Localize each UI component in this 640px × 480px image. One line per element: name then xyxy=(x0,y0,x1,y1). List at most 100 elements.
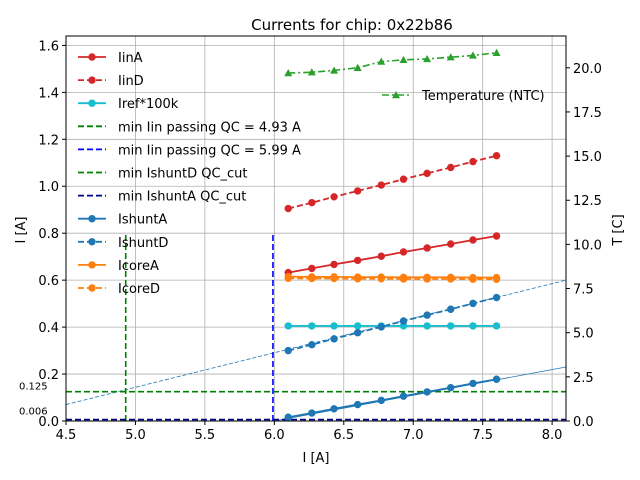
data-point xyxy=(492,275,501,283)
legend-marker xyxy=(392,91,400,99)
y2-tick-label: 12.5 xyxy=(573,194,602,209)
y-tick-label: 1.2 xyxy=(38,133,59,148)
y2-ticks: 0.0 2.5 5.0 7.5 10.0 12.5 15.0 17.5 20.0 xyxy=(566,62,602,430)
data-point xyxy=(492,375,501,383)
data-point xyxy=(330,405,338,413)
data-point xyxy=(492,293,501,302)
legend-marker xyxy=(88,284,96,292)
y2-tick-label: 7.5 xyxy=(573,283,594,298)
data-point xyxy=(469,275,477,283)
plot-frame xyxy=(65,35,567,422)
x-axis-label: I [A] xyxy=(302,451,329,466)
data-point xyxy=(308,198,316,207)
temperature-point xyxy=(492,48,501,56)
y-tick-label: 0.6 xyxy=(38,274,59,289)
data-point xyxy=(330,335,338,343)
series-line-IinD xyxy=(288,154,497,210)
series-group xyxy=(284,152,501,421)
x-ticks: 4.5 5.0 5.5 6.0 6.5 7.0 7.5 8.0 xyxy=(56,421,562,443)
data-point xyxy=(447,322,455,330)
data-point xyxy=(469,236,477,244)
data-point xyxy=(469,157,477,166)
x-tick-label: 6.5 xyxy=(333,428,354,443)
chart-title: Currents for chip: 0x22b86 xyxy=(251,16,453,34)
series-line-IcoreA xyxy=(288,275,497,279)
data-point xyxy=(284,413,292,421)
hline-label: 0.006 xyxy=(19,407,48,418)
temperature-point xyxy=(353,63,362,71)
legend-label: IinD xyxy=(118,74,144,89)
fit-lines xyxy=(65,279,567,422)
legend-marker xyxy=(88,261,96,269)
y-tick-label: 0.4 xyxy=(38,321,59,336)
y-tick-label: 0.2 xyxy=(38,368,59,383)
data-point xyxy=(377,275,385,283)
data-point xyxy=(308,409,316,417)
data-point xyxy=(447,305,455,313)
legend-label: min Iin passing QC = 5.99 A xyxy=(118,143,301,158)
data-point xyxy=(447,383,455,392)
temperature-point xyxy=(446,53,455,61)
series-line-IshuntA xyxy=(288,378,497,419)
data-point xyxy=(492,232,501,240)
data-point xyxy=(377,323,385,331)
data-point xyxy=(284,322,292,330)
data-point xyxy=(423,244,431,252)
x-tick-label: 5.0 xyxy=(125,428,146,443)
grid xyxy=(65,36,566,422)
y2-tick-label: 17.5 xyxy=(573,106,602,121)
data-point xyxy=(469,299,477,308)
temperature-point xyxy=(307,68,316,76)
data-point xyxy=(423,275,431,283)
temperature-series xyxy=(284,48,501,77)
hline-label: 0.125 xyxy=(19,382,48,393)
legend-label: IinA xyxy=(118,51,143,66)
data-point xyxy=(308,274,316,283)
hline-labels: 0.125 0.006 xyxy=(19,382,48,418)
data-point xyxy=(423,311,431,319)
data-point xyxy=(399,248,408,256)
legend-label: min IshuntD QC_cut xyxy=(118,167,248,182)
y2-tick-label: 10.0 xyxy=(573,238,602,253)
series-line-IcoreD xyxy=(288,277,497,281)
y2-tick-label: 5.0 xyxy=(573,327,594,342)
x-tick-label: 7.0 xyxy=(403,428,424,443)
y-ticks: 0.0 0.2 0.4 0.6 0.8 1.0 1.2 1.4 1.6 xyxy=(38,39,66,430)
data-point xyxy=(447,163,455,172)
legend-marker xyxy=(88,76,96,84)
data-point xyxy=(308,322,316,330)
data-point xyxy=(469,322,477,330)
data-point xyxy=(423,388,431,396)
data-point xyxy=(469,379,477,388)
temperature-point xyxy=(330,66,339,74)
y-tick-label: 0.0 xyxy=(38,415,59,430)
x-tick-label: 5.5 xyxy=(195,428,216,443)
data-point xyxy=(284,346,292,355)
data-point xyxy=(377,396,385,405)
legend-marker xyxy=(88,53,96,61)
data-point xyxy=(330,193,338,201)
y2-tick-label: 0.0 xyxy=(573,415,594,430)
temperature-point xyxy=(423,54,432,63)
temperature-point xyxy=(377,57,386,65)
data-point xyxy=(353,322,362,330)
legend-marker xyxy=(88,238,96,246)
data-point xyxy=(330,322,338,330)
legend-label: Temperature (NTC) xyxy=(421,89,545,104)
legend-label: IcoreA xyxy=(118,259,159,274)
legend: IinA IinD Iref*100k min Iin passing QC = 4.… xyxy=(78,51,301,297)
x-tick-label: 4.5 xyxy=(56,428,77,443)
y-tick-label: 0.8 xyxy=(38,227,59,242)
x-tick-label: 6.0 xyxy=(264,428,285,443)
data-point xyxy=(284,274,292,282)
data-point xyxy=(399,317,408,325)
y-tick-label: 1.6 xyxy=(38,39,59,54)
data-point xyxy=(399,175,408,183)
data-point xyxy=(353,275,362,283)
y-tick-label: 1.4 xyxy=(38,86,59,101)
data-point xyxy=(423,322,431,330)
legend-label: min IshuntA QC_cut xyxy=(118,190,246,205)
series-line-IshuntD xyxy=(288,296,497,352)
data-point xyxy=(423,169,431,178)
data-point xyxy=(308,264,316,273)
